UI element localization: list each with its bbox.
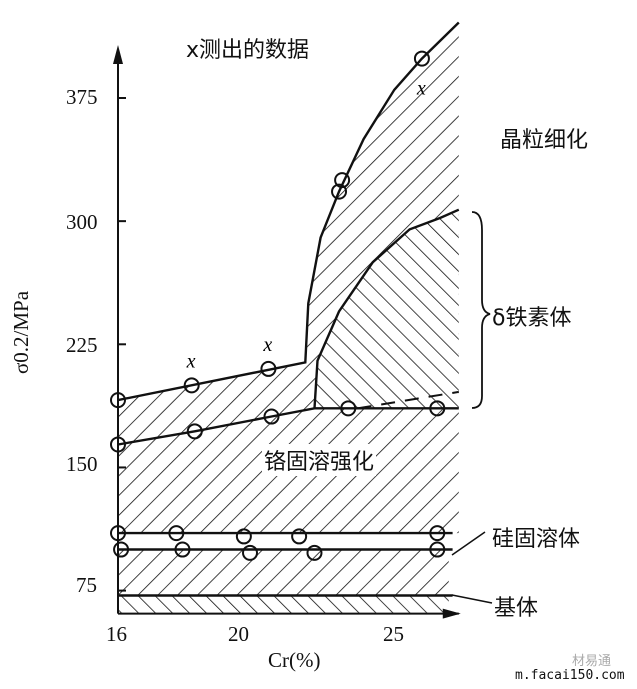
- data-point-grain_refinement_curve: [334, 172, 351, 189]
- y-axis-label: σ0.2/MPa: [9, 290, 34, 375]
- y-tick-75: 75: [76, 573, 97, 597]
- x-tick-16: 16: [106, 622, 127, 646]
- measured-x-mark: x: [262, 334, 272, 356]
- y-tick-225: 225: [66, 333, 98, 357]
- data-point-si_line_100: [113, 541, 130, 558]
- data-point-si_line_110: [429, 525, 446, 542]
- region-label-grain-refinement: 晶粒细化: [500, 128, 589, 153]
- region-matrix-hatch: [118, 595, 449, 614]
- measured-x-mark: x: [186, 350, 196, 372]
- watermark-url: m.facai150.com: [515, 668, 625, 683]
- si-pointer: [451, 531, 486, 556]
- data-point-si_line_100: [174, 541, 191, 558]
- x-tick-25: 25: [383, 622, 404, 646]
- y-tick-375: 375: [66, 85, 98, 109]
- data-point-grain_refinement_curve: [331, 183, 348, 200]
- data-point-lower_line: [186, 423, 203, 440]
- y-tick-150: 150: [66, 452, 98, 476]
- legend-note: x测出的数据: [186, 38, 310, 63]
- delta-brace: [471, 211, 491, 409]
- region-label-cr-solution: 铬固溶强化: [262, 444, 377, 476]
- x-axis-arrow-icon: [442, 608, 461, 619]
- data-point-lower_line: [429, 400, 446, 417]
- data-point-si_line_110: [235, 528, 252, 545]
- dashed-line: [357, 390, 459, 410]
- x-axis-label: Cr(%): [268, 648, 321, 672]
- data-point-si_line_110: [168, 525, 185, 542]
- watermark-brand: 材易通: [572, 654, 612, 669]
- data-point-lower_line: [340, 400, 357, 417]
- delta-ferrite-boundary: [313, 208, 460, 409]
- matrix-pointer: [451, 594, 493, 604]
- measured-x-mark: x: [416, 78, 426, 100]
- upper-boundary-line: [117, 21, 460, 402]
- region-delta-ferrite-hatch: [314, 209, 459, 409]
- data-point-upper_line: [183, 377, 200, 394]
- data-point-si_line_100: [429, 541, 446, 558]
- data-point-upper_line: [260, 360, 277, 377]
- x-tick-20: 20: [228, 622, 249, 646]
- y-tick-300: 300: [66, 210, 98, 234]
- region-si-solution-hatch: [118, 549, 449, 596]
- data-point-si_line_100: [306, 544, 323, 561]
- region-label-matrix: 基体: [494, 596, 539, 621]
- region-label-si-solution: 硅固溶体: [492, 527, 581, 552]
- region-label-delta-ferrite: δ铁素体: [492, 306, 572, 331]
- data-point-si_line_100: [242, 544, 259, 561]
- y-axis-arrow-icon: [113, 45, 123, 64]
- data-point-si_line_110: [291, 528, 308, 545]
- data-point-lower_line: [263, 408, 280, 425]
- data-point-grain_refinement_curve: [413, 50, 430, 67]
